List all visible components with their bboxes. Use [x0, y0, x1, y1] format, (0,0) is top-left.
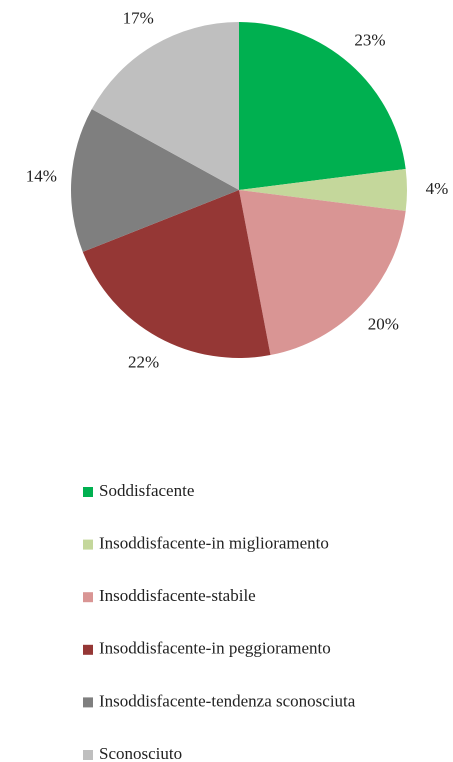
legend-swatch: [83, 592, 93, 603]
legend-label: Insoddisfacente-in peggioramento: [99, 639, 331, 658]
legend-label: Insoddisfacente-in miglioramento: [99, 534, 329, 553]
legend-label: Soddisfacente: [99, 481, 194, 500]
pie-slice: [82, 190, 271, 358]
data-label: 17%: [123, 8, 154, 27]
data-label: 14%: [26, 166, 57, 185]
data-label: 4%: [426, 179, 449, 198]
legend-swatch: [83, 487, 93, 497]
legend-swatch: [83, 750, 93, 760]
legend-swatch: [83, 697, 93, 708]
legend-label: Sconosciuto: [99, 744, 182, 762]
legend-label: Insoddisfacente-tendenza sconosciuta: [99, 691, 356, 710]
legend-label: Insoddisfacente-stabile: [99, 586, 256, 605]
pie-slice: [239, 168, 407, 212]
data-label: 20%: [368, 314, 399, 333]
pie-slice: [91, 22, 239, 190]
pie-slice: [239, 22, 406, 190]
legend-swatch: [83, 539, 93, 550]
data-label: 22%: [128, 352, 159, 371]
pie-slice: [239, 190, 406, 356]
pie-slice: [71, 109, 239, 252]
legend-swatch: [83, 644, 93, 655]
data-label: 23%: [354, 30, 385, 49]
